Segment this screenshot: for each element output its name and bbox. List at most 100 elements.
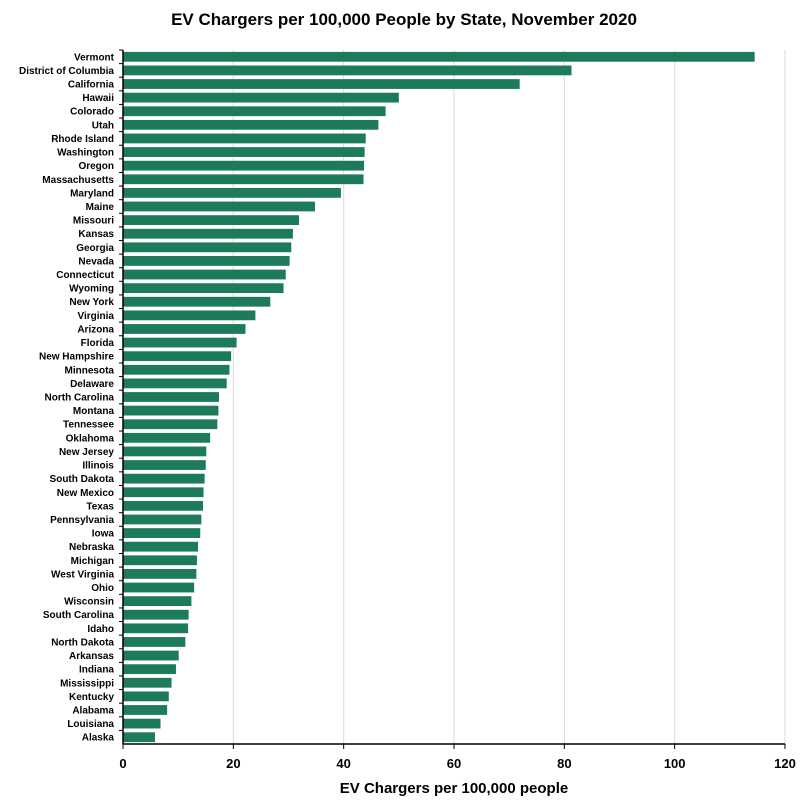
- bar: [123, 732, 155, 743]
- bar: [123, 160, 365, 171]
- bar: [123, 296, 271, 307]
- bar: [123, 337, 237, 348]
- category-label: Nebraska: [69, 542, 114, 553]
- category-label: Michigan: [71, 556, 114, 567]
- bar: [123, 460, 206, 470]
- category-label: Oklahoma: [66, 433, 115, 444]
- bars: [123, 51, 755, 743]
- bar: [123, 242, 292, 253]
- bar: [123, 119, 379, 130]
- category-label: Alaska: [82, 733, 115, 744]
- bar: [123, 351, 232, 362]
- bar: [123, 51, 755, 62]
- bar: [123, 446, 207, 457]
- bar: [123, 473, 205, 484]
- bar: [123, 269, 286, 280]
- category-label: California: [68, 80, 115, 91]
- bar: [123, 256, 290, 266]
- bar: [123, 106, 386, 117]
- category-label: North Dakota: [51, 637, 114, 648]
- category-labels: Vermont District of Columbia California Haw…: [19, 52, 115, 743]
- category-label: Idaho: [87, 624, 114, 635]
- bar: [123, 582, 195, 593]
- category-label: Hawaii: [82, 93, 114, 104]
- bar: [123, 201, 315, 212]
- bar: [123, 65, 572, 76]
- category-label: Washington: [57, 148, 114, 159]
- x-axis-title: EV Chargers per 100,000 people: [340, 780, 568, 797]
- category-label: Rhode Island: [51, 134, 114, 145]
- bar: [123, 541, 199, 552]
- x-tick-label: 120: [774, 756, 796, 771]
- category-label: Virginia: [78, 311, 115, 322]
- x-tick-label: 60: [447, 756, 461, 771]
- category-label: Kentucky: [69, 692, 114, 703]
- bar: [123, 691, 169, 702]
- bar: [123, 596, 192, 607]
- x-tick-label: 20: [226, 756, 240, 771]
- category-label: Texas: [86, 501, 114, 512]
- bar: [123, 147, 365, 157]
- bar: [123, 650, 179, 661]
- category-label: Massachusetts: [42, 175, 114, 186]
- bar: [123, 392, 219, 402]
- category-label: West Virginia: [51, 569, 114, 580]
- bar: [123, 92, 399, 103]
- bar: [123, 705, 168, 715]
- category-label: Maine: [86, 202, 115, 213]
- bar: [123, 500, 203, 511]
- bar: [123, 378, 227, 389]
- category-label: Delaware: [70, 379, 114, 390]
- category-label: Connecticut: [56, 270, 114, 281]
- category-label: Arkansas: [69, 651, 114, 662]
- category-label: Arizona: [77, 324, 114, 335]
- bar: [123, 187, 341, 198]
- category-label: Oregon: [78, 161, 114, 172]
- category-label: New Hampshire: [39, 352, 114, 363]
- chart-title: EV Chargers per 100,000 People by State,…: [171, 10, 637, 29]
- x-tick-label: 100: [664, 756, 686, 771]
- bar: [123, 405, 219, 416]
- category-label: Indiana: [79, 665, 114, 676]
- category-label: Colorado: [70, 107, 114, 118]
- category-label: North Carolina: [45, 393, 115, 404]
- bar: [123, 623, 189, 634]
- category-label: Florida: [81, 338, 115, 349]
- bar: [123, 569, 197, 579]
- category-label: Vermont: [74, 52, 115, 63]
- category-label: Alabama: [72, 705, 114, 716]
- category-label: New Jersey: [59, 447, 114, 458]
- bar: [123, 487, 204, 498]
- bar: [123, 79, 520, 89]
- bar: [123, 310, 256, 321]
- bar: [123, 419, 218, 430]
- category-label: Ohio: [91, 583, 114, 594]
- x-tick-label: 80: [557, 756, 571, 771]
- category-label: Montana: [73, 406, 115, 417]
- category-label: Louisiana: [67, 719, 114, 730]
- category-label: Maryland: [70, 188, 114, 199]
- bar: [123, 228, 293, 239]
- category-label: Minnesota: [65, 365, 115, 376]
- bar: [123, 133, 366, 144]
- axes: [119, 49, 786, 749]
- bar: [123, 215, 299, 225]
- x-tick-labels: 0 20 40 60 80 100 120: [119, 756, 795, 771]
- x-tick-label: 0: [119, 756, 126, 771]
- category-label: Missouri: [73, 216, 114, 227]
- bar: [123, 555, 197, 566]
- bar: [123, 718, 161, 729]
- category-label: Iowa: [92, 529, 115, 540]
- category-label: Pennsylvania: [50, 515, 114, 526]
- category-label: Nevada: [78, 256, 114, 267]
- bar: [123, 174, 364, 185]
- bar: [123, 432, 211, 443]
- bar: [123, 528, 201, 538]
- x-tick-label: 40: [336, 756, 350, 771]
- bar: [123, 664, 176, 675]
- category-label: New York: [69, 297, 114, 308]
- category-label: Georgia: [76, 243, 114, 254]
- bar: [123, 677, 172, 688]
- category-label: Tennessee: [63, 420, 114, 431]
